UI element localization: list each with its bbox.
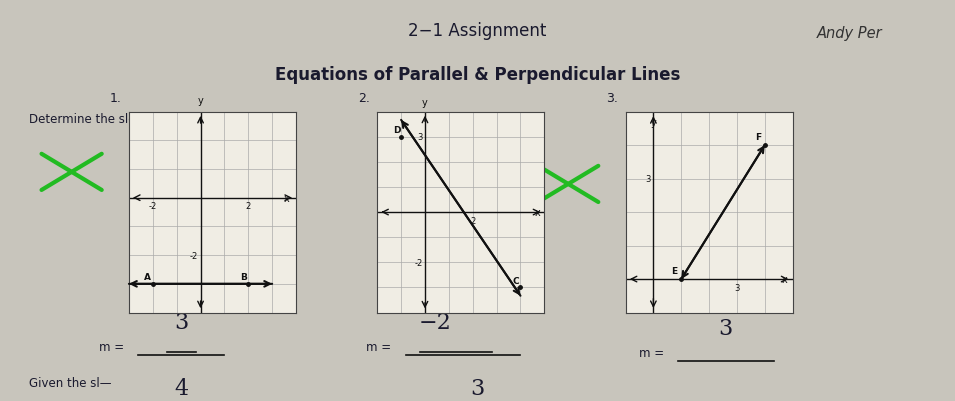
Text: B: B xyxy=(240,272,246,281)
Text: Equations of Parallel & Perpendicular Lines: Equations of Parallel & Perpendicular Li… xyxy=(275,66,680,84)
Text: 1.: 1. xyxy=(110,91,121,104)
Text: D: D xyxy=(393,126,400,135)
Text: m =: m = xyxy=(99,340,124,353)
Text: -2: -2 xyxy=(414,258,422,267)
Text: x: x xyxy=(534,208,541,217)
Text: Given the sl—: Given the sl— xyxy=(29,377,111,389)
Text: 3: 3 xyxy=(175,311,188,333)
Text: E: E xyxy=(671,266,678,275)
Text: 2: 2 xyxy=(245,202,251,211)
Text: Andy Per: Andy Per xyxy=(817,26,882,41)
Text: y: y xyxy=(198,96,203,106)
Text: y: y xyxy=(422,97,428,107)
Text: 3: 3 xyxy=(417,133,422,142)
Text: x: x xyxy=(284,193,289,203)
Text: 3: 3 xyxy=(646,174,651,184)
Text: −2: −2 xyxy=(418,311,451,333)
Text: -2: -2 xyxy=(190,251,198,260)
Text: Determine the slope for each line:: Determine the slope for each line: xyxy=(29,112,231,125)
Text: F: F xyxy=(755,133,761,142)
Text: 2: 2 xyxy=(470,216,476,225)
Text: A: A xyxy=(144,272,152,281)
Text: y: y xyxy=(650,117,656,127)
Text: C: C xyxy=(512,276,519,285)
Text: 2−1 Assignment: 2−1 Assignment xyxy=(409,22,546,40)
Text: -2: -2 xyxy=(149,202,157,211)
Text: m =: m = xyxy=(639,346,664,359)
Text: 3.: 3. xyxy=(606,91,618,104)
Text: 3: 3 xyxy=(471,377,484,399)
Text: 3: 3 xyxy=(719,317,732,339)
Text: 4: 4 xyxy=(175,377,188,399)
Text: x: x xyxy=(781,274,787,284)
Text: 2.: 2. xyxy=(358,91,370,104)
Text: 3: 3 xyxy=(734,283,739,292)
Text: m =: m = xyxy=(367,340,392,353)
